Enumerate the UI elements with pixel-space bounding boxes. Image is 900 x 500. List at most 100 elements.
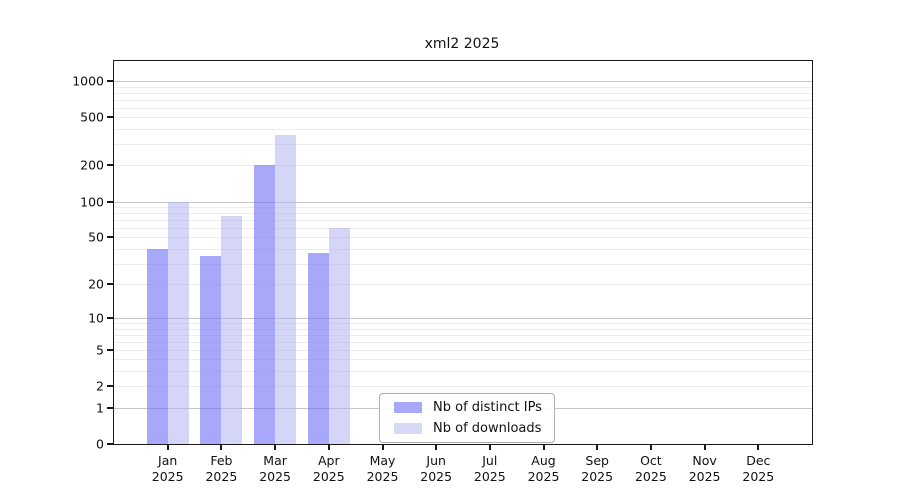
x-axis-tick <box>649 445 652 450</box>
minor-gridline <box>114 117 812 119</box>
legend-item: Nb of distinct IPs <box>388 400 546 415</box>
x-axis-label-mar: Mar 2025 <box>259 453 291 485</box>
x-axis-month-label: Jan <box>158 453 178 468</box>
major-gridline <box>114 318 812 319</box>
y-axis-tick-label: 5 <box>96 342 104 358</box>
y-axis-tick-label: 20 <box>88 276 104 292</box>
distinct-ips-swatch <box>394 402 422 413</box>
x-axis-label-dec: Dec 2025 <box>742 453 774 485</box>
minor-gridline <box>114 359 812 361</box>
minor-gridline <box>114 323 812 324</box>
x-axis-label-jun: Jun 2025 <box>420 453 452 485</box>
y-axis-tick <box>107 116 113 119</box>
y-axis-tick <box>107 348 113 351</box>
minor-gridline <box>114 207 812 208</box>
minor-gridline <box>114 386 812 388</box>
x-axis-month-label: Aug <box>531 453 556 468</box>
x-axis-year-label: 2025 <box>634 469 667 484</box>
x-axis-year-label: 2025 <box>366 469 399 484</box>
x-axis-label-sep: Sep 2025 <box>581 453 613 485</box>
bar-downloads-jan <box>167 201 189 444</box>
x-axis-tick <box>596 445 599 450</box>
x-axis-year-label: 2025 <box>688 469 721 484</box>
y-axis-tick <box>107 236 113 239</box>
bar-downloads-mar <box>275 134 297 444</box>
x-axis-label-apr: Apr 2025 <box>313 453 345 485</box>
x-axis-year-label: 2025 <box>473 469 506 484</box>
x-axis-label-jan: Jan 2025 <box>152 453 184 485</box>
x-axis-tick <box>703 445 706 450</box>
x-axis-year-label: 2025 <box>312 469 345 484</box>
x-axis-label-may: May 2025 <box>367 453 399 485</box>
y-axis-tick-label: 2 <box>96 378 104 394</box>
x-axis-month-label: Apr <box>317 453 340 468</box>
minor-gridline <box>114 107 812 109</box>
minor-gridline <box>114 144 812 146</box>
x-axis-tick <box>435 445 438 450</box>
x-axis-month-label: May <box>369 453 396 468</box>
chart-title: xml2 2025 <box>424 36 500 52</box>
x-axis-label-feb: Feb 2025 <box>205 453 237 485</box>
legend-item-label: Nb of distinct IPs <box>433 400 542 415</box>
minor-gridline <box>114 92 812 94</box>
minor-gridline <box>114 220 812 221</box>
x-axis-year-label: 2025 <box>742 469 775 484</box>
minor-gridline <box>114 371 812 373</box>
x-axis-tick <box>488 445 491 450</box>
y-axis-tick <box>107 385 113 388</box>
bar-distinct-ips-mar <box>254 165 276 444</box>
x-axis-month-label: Oct <box>640 453 662 468</box>
y-axis-tick-label: 0 <box>96 436 104 452</box>
minor-gridline <box>114 341 812 343</box>
minor-gridline <box>114 86 812 88</box>
legend-item-label: Nb of downloads <box>433 421 542 436</box>
x-axis-label-nov: Nov 2025 <box>689 453 721 485</box>
x-axis-year-label: 2025 <box>527 469 560 484</box>
x-axis-month-label: Dec <box>746 453 771 468</box>
y-axis-tick-label: 1000 <box>72 73 104 89</box>
bar-distinct-ips-jan <box>146 248 168 444</box>
x-axis-year-label: 2025 <box>581 469 614 484</box>
x-axis-year-label: 2025 <box>420 469 453 484</box>
minor-gridline <box>114 263 812 265</box>
x-axis-month-label: Nov <box>692 453 717 468</box>
x-axis-month-label: Mar <box>263 453 287 468</box>
minor-gridline <box>114 228 812 229</box>
x-axis-year-label: 2025 <box>151 469 184 484</box>
y-axis-tick-label: 500 <box>80 109 104 125</box>
x-axis-month-label: Jun <box>426 453 446 468</box>
minor-gridline <box>114 334 812 336</box>
y-axis-tick <box>107 317 113 319</box>
y-axis-tick <box>107 200 113 203</box>
minor-gridline <box>114 237 812 239</box>
x-axis-tick <box>542 445 545 450</box>
x-axis-tick <box>327 445 330 450</box>
x-axis-tick <box>220 445 223 450</box>
major-gridline <box>114 80 812 82</box>
y-axis-tick <box>107 443 113 445</box>
legend-item: Nb of downloads <box>388 421 546 436</box>
x-axis-month-label: Sep <box>585 453 609 468</box>
x-axis-tick <box>381 445 384 450</box>
y-axis-tick <box>107 164 113 167</box>
legend: Nb of distinct IPs Nb of downloads <box>379 393 555 443</box>
y-axis-tick <box>107 406 113 409</box>
y-axis-tick-label: 1 <box>96 400 104 416</box>
x-axis-label-oct: Oct 2025 <box>635 453 667 485</box>
y-axis-tick <box>107 79 113 82</box>
x-axis-label-jul: Jul 2025 <box>474 453 506 485</box>
y-axis-tick-label: 10 <box>88 310 104 326</box>
minor-gridline <box>114 328 812 330</box>
x-axis-month-label: Feb <box>210 453 233 468</box>
downloads-swatch <box>394 423 422 434</box>
y-axis-tick-label: 200 <box>80 157 104 173</box>
minor-gridline <box>114 165 812 167</box>
y-axis-tick-label: 50 <box>88 229 104 245</box>
bar-distinct-ips-feb <box>200 255 222 444</box>
y-axis-tick <box>107 283 113 285</box>
minor-gridline <box>114 99 812 101</box>
major-gridline <box>114 201 812 203</box>
bar-downloads-apr <box>328 228 350 444</box>
minor-gridline <box>114 284 812 285</box>
